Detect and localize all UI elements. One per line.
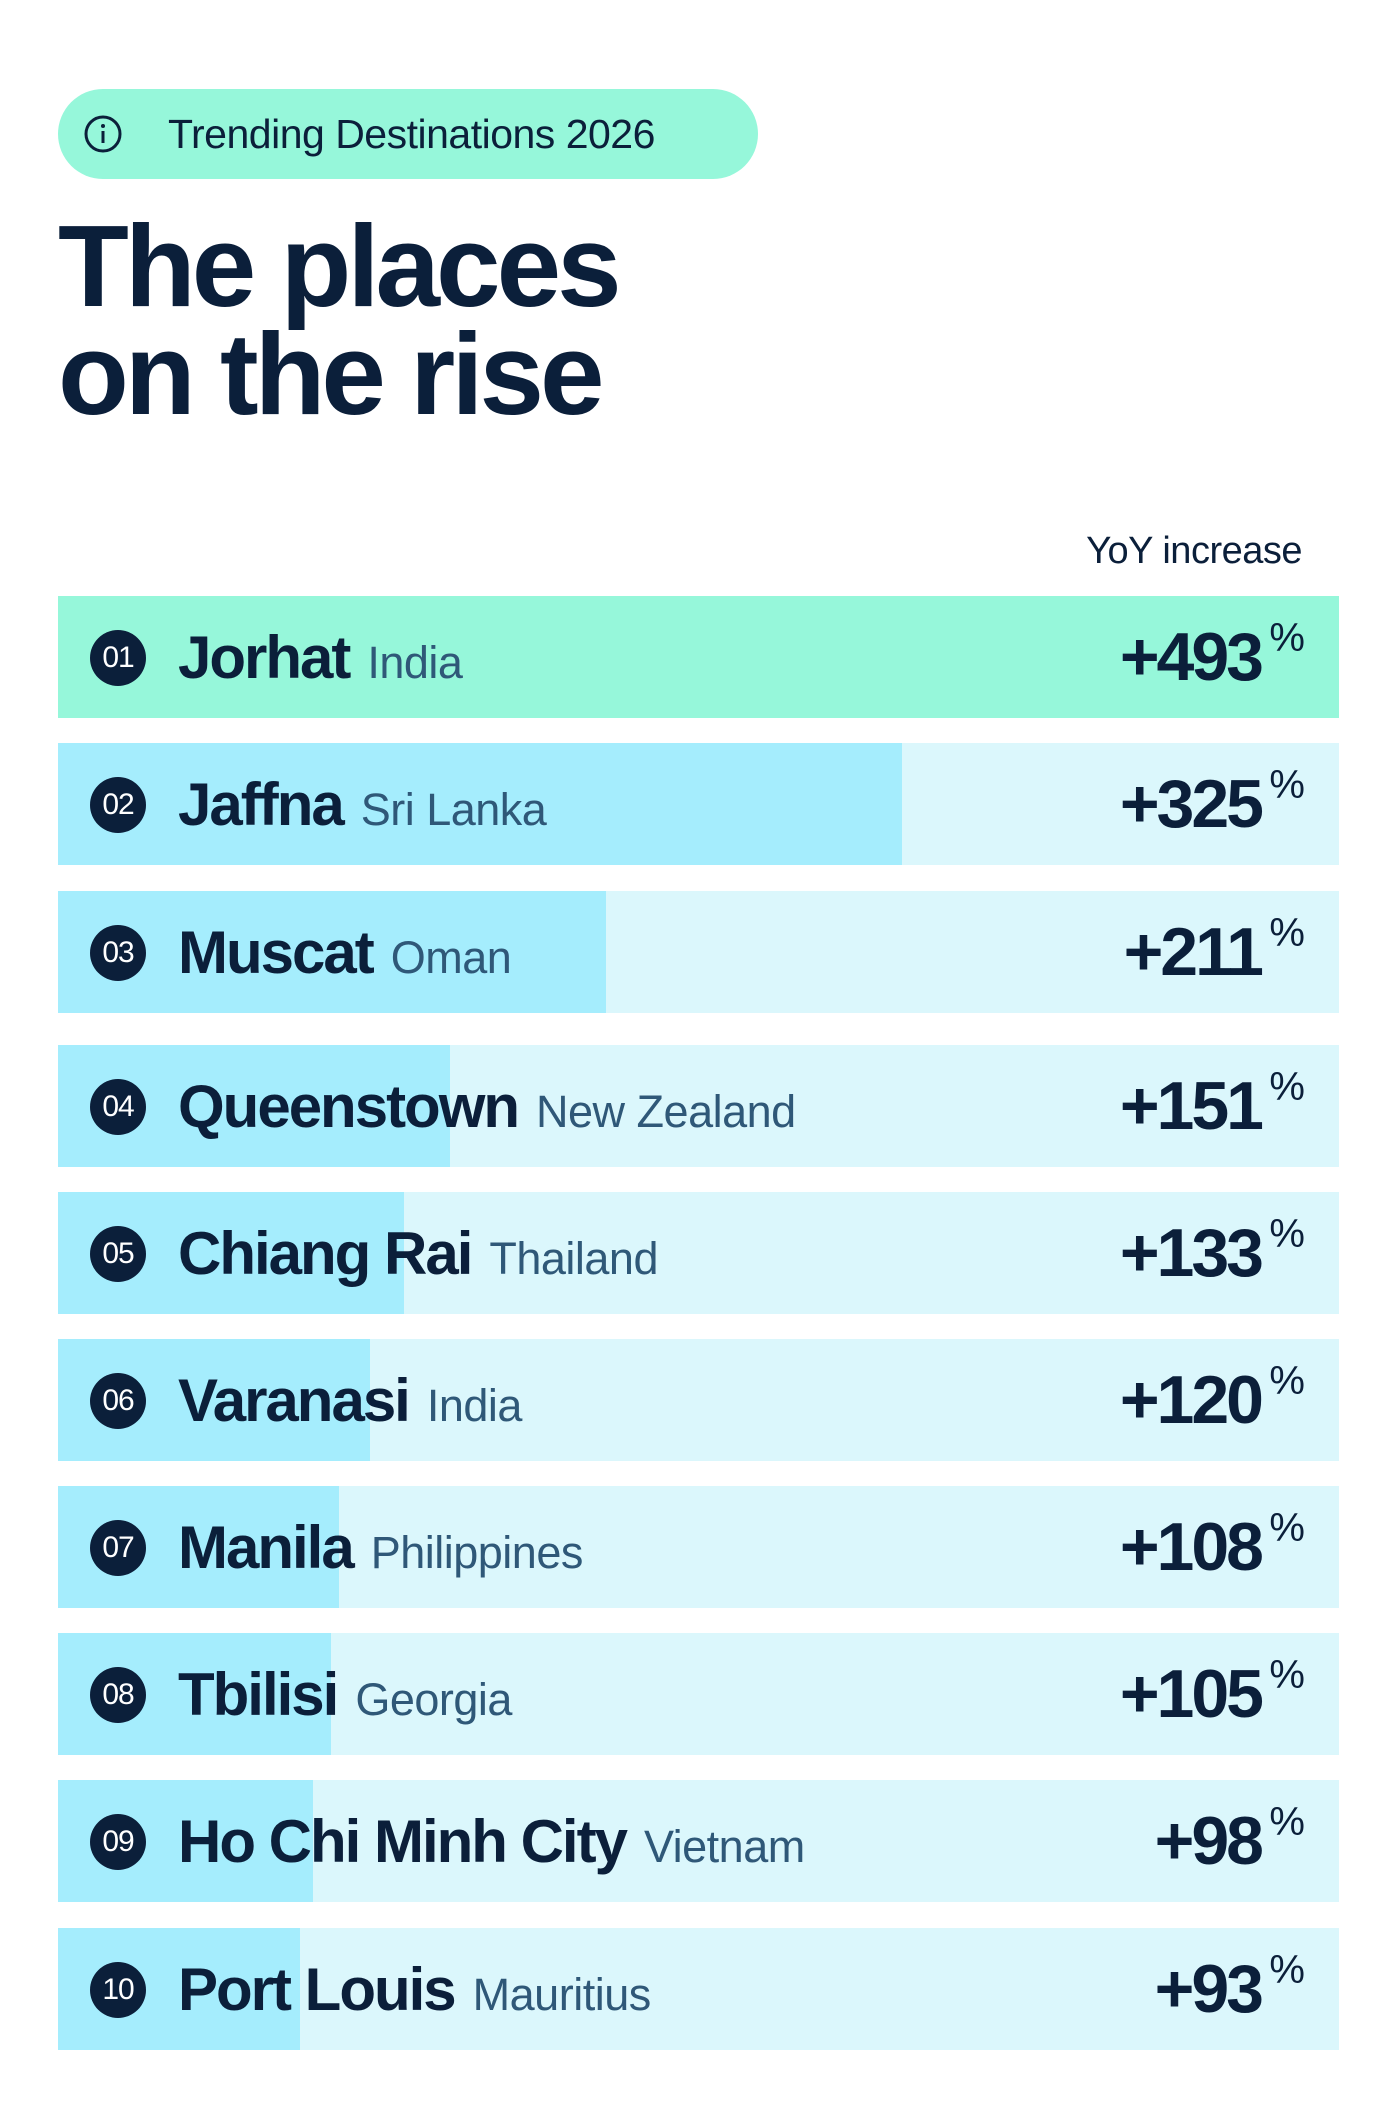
city-name: Port Louis	[178, 1955, 457, 2023]
yoy-value: +151	[1119, 1068, 1264, 1144]
yoy-value: +108	[1119, 1509, 1264, 1585]
title-line-1: The places	[58, 201, 622, 331]
yoy-value: +98	[1154, 1803, 1264, 1879]
yoy-value: +105	[1119, 1656, 1264, 1732]
country-name: Thailand	[489, 1233, 658, 1284]
table-row: 08 Tbilisi Georgia +105%	[58, 1633, 1339, 1755]
badge-text: Trending Destinations 2026	[168, 110, 655, 157]
rank-badge: 05	[90, 1226, 146, 1282]
city-name: Jorhat	[178, 623, 351, 691]
yoy-value: +93	[1154, 1951, 1264, 2027]
yoy-value: +120	[1119, 1362, 1264, 1438]
country-name: Mauritius	[472, 1969, 652, 2020]
destination-label: Queenstown New Zealand	[178, 1045, 796, 1167]
percent-sign: %	[1269, 911, 1305, 955]
country-name: New Zealand	[536, 1086, 796, 1137]
country-name: India	[367, 637, 463, 688]
destination-label: Muscat Oman	[178, 891, 512, 1013]
percent-sign: %	[1269, 763, 1305, 807]
destination-chart: 01 Jorhat India +493% 02 Jaffna Sri Lanka +325%…	[58, 0, 1339, 2114]
yoy-column-header: YoY increase	[1086, 530, 1302, 572]
yoy-value: +133	[1119, 1215, 1264, 1291]
city-name: Muscat	[178, 918, 375, 986]
bar-fill	[58, 891, 606, 1013]
info-icon	[83, 114, 123, 154]
rank-badge: 09	[90, 1814, 146, 1870]
bar-fill	[58, 596, 1339, 718]
rank-badge: 03	[90, 925, 146, 981]
yoy-value: +325	[1119, 766, 1264, 842]
trending-badge: Trending Destinations 2026	[58, 89, 758, 179]
percent-sign: %	[1269, 616, 1305, 660]
destination-label: Manila Philippines	[178, 1486, 583, 1608]
city-name: Jaffna	[178, 770, 345, 838]
city-name: Varanasi	[178, 1366, 411, 1434]
rank-badge: 06	[90, 1373, 146, 1429]
city-name: Chiang Rai	[178, 1219, 473, 1287]
country-name: Sri Lanka	[360, 784, 547, 835]
city-name: Ho Chi Minh City	[178, 1807, 628, 1875]
destination-label: Jorhat India	[178, 596, 463, 718]
percent-sign: %	[1269, 1359, 1305, 1403]
table-row: 04 Queenstown New Zealand +151%	[58, 1045, 1339, 1167]
title-line-2: on the rise	[58, 309, 605, 439]
table-row: 07 Manila Philippines +108%	[58, 1486, 1339, 1608]
bar-fill	[58, 743, 902, 865]
percent-sign: %	[1269, 1506, 1305, 1550]
rank-badge: 10	[90, 1962, 146, 2018]
country-name: India	[426, 1380, 523, 1431]
rank-badge: 01	[90, 630, 146, 686]
page-title: The places on the rise	[58, 201, 622, 439]
rank-badge: 02	[90, 777, 146, 833]
destination-label: Tbilisi Georgia	[178, 1633, 512, 1755]
yoy-value: +493	[1119, 619, 1264, 695]
percent-sign: %	[1269, 1653, 1305, 1697]
table-row: 05 Chiang Rai Thailand +133%	[58, 1192, 1339, 1314]
yoy-value: +211	[1123, 914, 1264, 990]
city-name: Queenstown	[178, 1072, 520, 1140]
percent-sign: %	[1269, 1800, 1305, 1844]
rank-badge: 08	[90, 1667, 146, 1723]
table-row: 03 Muscat Oman +211%	[58, 891, 1339, 1013]
destination-label: Varanasi India	[178, 1339, 522, 1461]
country-name: Philippines	[370, 1527, 584, 1578]
city-name: Tbilisi	[178, 1660, 339, 1728]
country-name: Georgia	[355, 1674, 512, 1725]
rank-badge: 07	[90, 1520, 146, 1576]
percent-sign: %	[1269, 1948, 1305, 1992]
destination-label: Chiang Rai Thailand	[178, 1192, 658, 1314]
destination-label: Jaffna Sri Lanka	[178, 743, 547, 865]
rank-badge: 04	[90, 1079, 146, 1135]
table-row: 06 Varanasi India +120%	[58, 1339, 1339, 1461]
destination-label: Port Louis Mauritius	[178, 1928, 651, 2050]
percent-sign: %	[1269, 1212, 1305, 1256]
destination-label: Ho Chi Minh City Vietnam	[178, 1780, 805, 1902]
table-row: 10 Port Louis Mauritius +93%	[58, 1928, 1339, 2050]
percent-sign: %	[1269, 1065, 1305, 1109]
city-name: Manila	[178, 1513, 355, 1581]
table-row: 09 Ho Chi Minh City Vietnam +98%	[58, 1780, 1339, 1902]
country-name: Oman	[390, 932, 512, 983]
table-row: 01 Jorhat India +493%	[58, 596, 1339, 718]
table-row: 02 Jaffna Sri Lanka +325%	[58, 743, 1339, 865]
country-name: Vietnam	[643, 1821, 805, 1872]
